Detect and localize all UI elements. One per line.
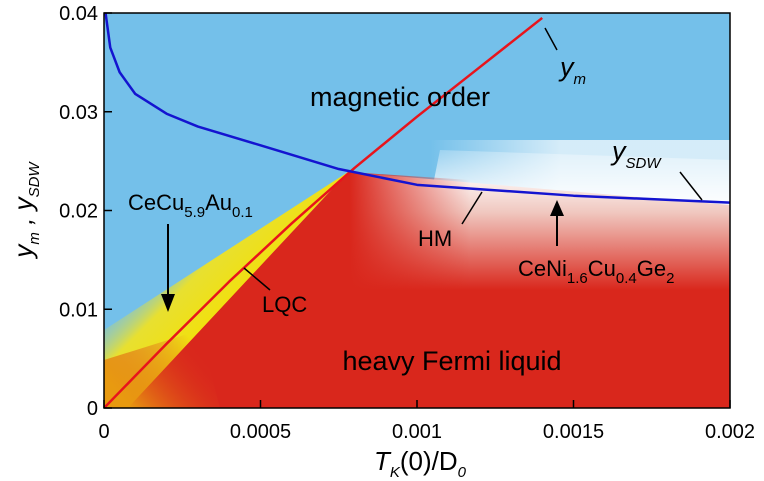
label-part: Cu <box>588 256 616 281</box>
axis-label-part: , y <box>8 195 38 232</box>
phase-background <box>104 13 730 408</box>
y-tick-label: 0.02 <box>59 201 98 223</box>
line-label: ym <box>558 52 586 88</box>
y-axis-label: ym , ySDW <box>8 161 43 260</box>
label-part: 5.9 <box>184 204 205 221</box>
axis-label-part: m <box>26 232 43 245</box>
x-tick-label: 0.001 <box>392 421 442 443</box>
y-tick-label: 0 <box>87 398 98 420</box>
arrow-head <box>550 200 564 216</box>
series-line <box>104 16 543 408</box>
label-part: 1.6 <box>567 270 588 287</box>
axis-label-part: T <box>374 446 392 476</box>
axis-label-part: K <box>390 464 401 481</box>
x-tick-label: 0.0015 <box>543 421 604 443</box>
label-part: 0.1 <box>232 204 253 221</box>
material-label: CeNi1.6Cu0.4Ge2 <box>518 256 674 287</box>
label-part: 2 <box>666 270 674 287</box>
region-label: magnetic order <box>310 82 490 112</box>
axis-label-part: SDW <box>26 161 43 198</box>
y-tick-label: 0.03 <box>59 102 98 124</box>
line-label-part: y <box>558 52 575 82</box>
arrow-head <box>161 294 175 312</box>
label-part: Au <box>205 190 232 215</box>
material-label: CeCu5.9Au0.1 <box>128 190 253 221</box>
leader-line <box>243 267 271 291</box>
y-tick-label: 0.01 <box>59 299 98 321</box>
axes: 0 0.0005 0.001 0.0015 0.002 0 0.01 0.02 0.03 0.04 <box>59 3 755 443</box>
x-tick-label: 0 <box>98 421 109 443</box>
annotation: HM <box>418 226 452 251</box>
x-axis-label: TK(0)/D0 <box>374 446 467 481</box>
label-part: CeNi <box>518 256 567 281</box>
line-label: ySDW <box>610 136 662 172</box>
leader-line <box>461 191 483 225</box>
x-tick-label: 0.0005 <box>230 421 291 443</box>
leader-line <box>679 171 703 201</box>
region-label: heavy Fermi liquid <box>342 346 561 376</box>
label-part: Ge <box>637 256 666 281</box>
line-label-part: m <box>574 71 587 88</box>
leader-line <box>544 27 558 51</box>
axis-label-part: (0)/D <box>400 446 458 476</box>
line-label-part: y <box>610 136 627 166</box>
axis-label-part: 0 <box>458 464 467 481</box>
plot-lines <box>104 13 730 408</box>
y-tick-label: 0.04 <box>59 3 98 25</box>
series-line <box>104 13 730 204</box>
axis-label-part: y <box>8 243 38 260</box>
label-part: CeCu <box>128 190 184 215</box>
label-part: 0.4 <box>616 270 637 287</box>
annotation: LQC <box>262 292 307 317</box>
line-label-part: SDW <box>626 155 663 172</box>
x-tick-label: 0.002 <box>705 421 755 443</box>
